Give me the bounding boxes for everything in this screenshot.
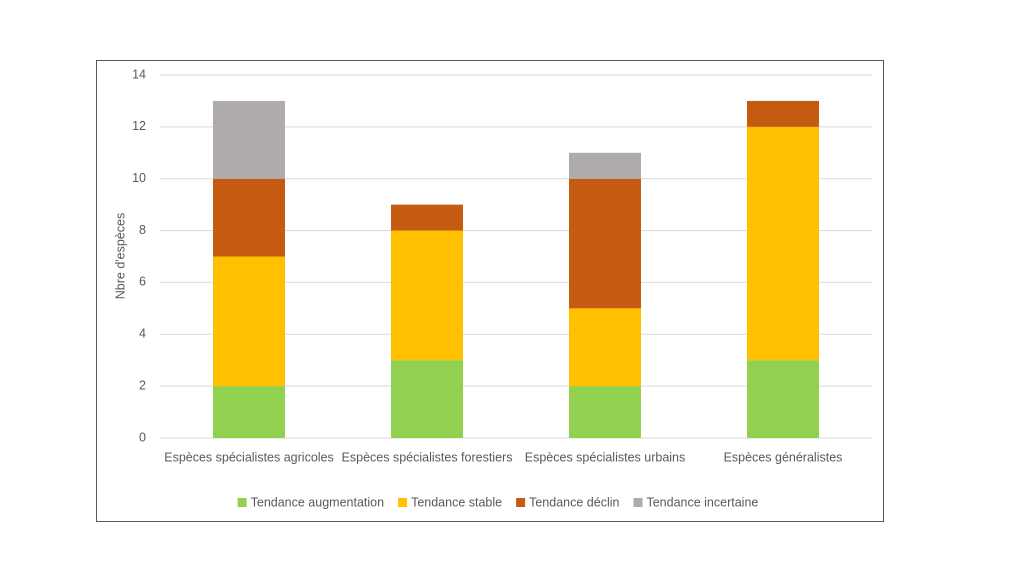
bar-segment: [391, 230, 463, 361]
legend-swatch: [237, 498, 247, 507]
bar-segment: [391, 204, 463, 231]
x-tick-label: Espèces spécialistes agricoles: [164, 450, 334, 464]
bar-segment: [569, 152, 641, 179]
legend-label: Tendance augmentation: [251, 495, 384, 509]
y-tick-label: 0: [139, 430, 146, 444]
bar-segment: [747, 100, 819, 127]
bar-segment: [213, 100, 285, 179]
bar-segment: [213, 386, 285, 438]
bar-segment: [391, 360, 463, 438]
bar-segment: [747, 126, 819, 361]
legend-label: Tendance incertaine: [646, 495, 758, 509]
y-tick-label: 2: [139, 378, 146, 392]
bar-segment: [569, 386, 641, 438]
y-tick-label: 12: [132, 119, 146, 133]
y-tick-label: 6: [139, 275, 146, 289]
y-tick-label: 8: [139, 223, 146, 237]
x-tick-label: Espèces spécialistes urbains: [525, 450, 686, 464]
bar-segment: [213, 256, 285, 387]
x-tick-label: Espèces spécialistes forestiers: [342, 450, 513, 464]
bar-segment: [569, 178, 641, 309]
y-tick-label: 14: [132, 67, 146, 81]
y-tick-label: 4: [139, 327, 146, 341]
legend-label: Tendance déclin: [529, 495, 619, 509]
bar-segment: [747, 360, 819, 438]
legend-swatch: [516, 498, 526, 507]
y-axis-label: Nbre d'espèces: [113, 213, 127, 299]
bar-segment: [569, 308, 641, 387]
y-tick-label: 10: [132, 171, 146, 185]
legend-swatch: [398, 498, 408, 507]
bar-segment: [213, 178, 285, 257]
legend-swatch: [633, 498, 643, 507]
legend-label: Tendance stable: [411, 495, 502, 509]
x-tick-label: Espèces généralistes: [724, 450, 843, 464]
